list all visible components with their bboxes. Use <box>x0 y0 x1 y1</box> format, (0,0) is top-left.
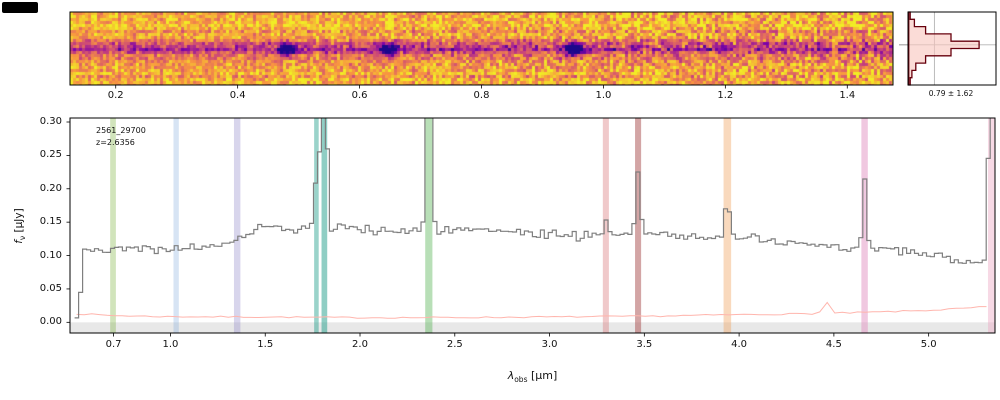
error-line <box>76 301 987 319</box>
spec1d-xtick-label: 4.5 <box>825 339 842 350</box>
spec2d-xtick-label: 1.0 <box>595 90 612 101</box>
histogram-stats-label: 0.79 ± 1.62 <box>928 89 974 98</box>
spec1d-xtick-label: 2.0 <box>352 339 368 350</box>
emission-line-band <box>602 118 609 333</box>
x-axis-label: λobs [μm] <box>425 369 640 384</box>
histogram-profile <box>908 11 980 86</box>
spec2d-xtick-label: 1.4 <box>839 90 856 101</box>
emission-line-band <box>635 118 642 333</box>
spec1d-xtick-label: 0.7 <box>105 339 122 350</box>
spec1d-border <box>69 117 996 334</box>
spec1d-xtick-label: 2.5 <box>446 339 463 350</box>
spec2d-xtick-label: 0.4 <box>229 90 246 101</box>
spec1d-xtick-label: 1.0 <box>162 339 179 350</box>
zero-flux-band <box>70 322 995 333</box>
xlabel-lambda: λ <box>507 369 515 382</box>
spec1d-xtick-label: 1.5 <box>257 339 274 350</box>
spec1d-ytick-label: 0.10 <box>39 249 62 261</box>
emission-line-band <box>987 118 995 333</box>
spec1d-ytick-label: 0.20 <box>39 182 62 194</box>
ylabel-unit: [μJy] <box>12 208 25 236</box>
emission-line-band <box>425 118 433 333</box>
spec2d-heatmap <box>70 12 893 85</box>
spec2d-xtick-label: 0.2 <box>107 90 124 101</box>
redshift-label: z=2.6356 <box>96 138 135 147</box>
emission-line-band <box>321 118 328 333</box>
emission-line-band <box>173 118 179 333</box>
xlabel-obs-sub: obs <box>514 375 528 385</box>
spec2d-xtick-label: 0.6 <box>351 90 368 101</box>
xlabel-unit: [μm] <box>527 369 558 382</box>
spectrum-annotation: 2561_29700 z=2.6356 <box>96 125 146 149</box>
spec2d-xtick-label: 0.8 <box>473 90 490 101</box>
histogram-border <box>907 11 997 86</box>
spec1d-xtick-label: 3.5 <box>636 339 653 350</box>
spec1d-xtick-label: 4.0 <box>731 339 748 350</box>
y-axis-label: fν [μJy] <box>13 171 27 281</box>
emission-line-band <box>233 118 241 333</box>
emission-line-band <box>110 118 116 333</box>
emission-line-band <box>723 118 732 333</box>
ylabel-nu-sub: ν <box>18 235 28 241</box>
spec1d-ytick-label: 0.25 <box>39 149 62 161</box>
emission-line-band <box>861 118 868 333</box>
spec1d-xtick-label: 5.0 <box>920 339 937 350</box>
emission-line-band <box>314 118 319 333</box>
spec1d-ytick-label: 0.00 <box>39 316 62 328</box>
spec1d-ytick-label: 0.15 <box>39 216 62 228</box>
spec1d-ytick-label: 0.05 <box>39 282 62 294</box>
corner-artifact <box>2 2 38 13</box>
spec2d-xtick-label: 1.2 <box>717 90 734 101</box>
ylabel-f: f <box>12 240 25 244</box>
spec1d-ytick-label: 0.30 <box>39 116 62 127</box>
spec1d-xtick-label: 3.0 <box>541 339 558 350</box>
object-id: 2561_29700 <box>96 126 146 135</box>
